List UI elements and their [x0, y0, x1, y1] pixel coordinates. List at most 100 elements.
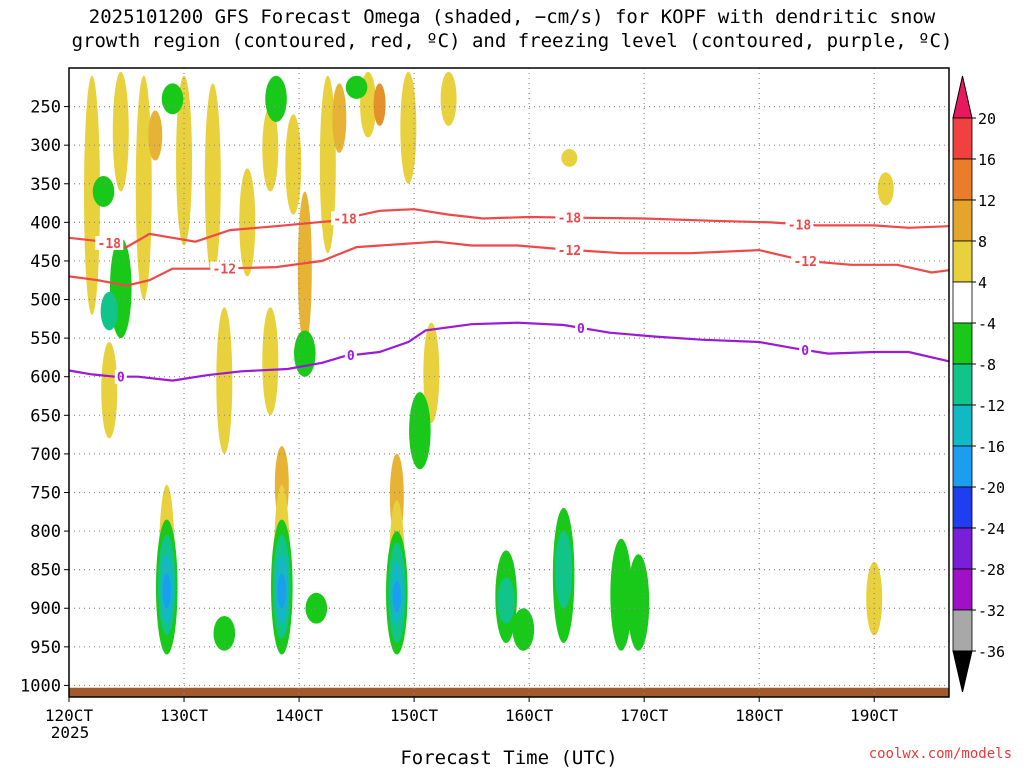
colorbar-bin-10 — [952, 527, 973, 570]
colorbar-label-6: -8 — [978, 356, 996, 374]
contour-label-bg-0-3 — [785, 217, 814, 232]
colorbar-label-10: -24 — [978, 520, 1005, 538]
omega-shade-5 — [204, 83, 221, 277]
colorbar-bin-3 — [952, 240, 973, 283]
contour-label-0-3: -18 — [788, 218, 812, 233]
contour-label-bg-2-0 — [114, 369, 127, 384]
y-tick-label-250: 250 — [30, 98, 61, 118]
colorbar-bin-0 — [952, 117, 973, 160]
contour-label-bg-1-2 — [791, 253, 820, 268]
colorbar-bin-9 — [952, 486, 973, 529]
contour-label-0-1: -18 — [333, 212, 357, 227]
x-tick-label-0: 120CT — [45, 706, 94, 725]
y-tick-label-650: 650 — [30, 406, 61, 426]
x-axis-label: Forecast Time (UTC) — [400, 747, 617, 768]
omega-shade-31 — [409, 392, 431, 470]
omega-shade-29 — [100, 291, 118, 331]
y-tick-label-950: 950 — [30, 638, 61, 658]
omega-shade-53 — [161, 83, 184, 115]
omega-shade-13 — [373, 83, 386, 126]
y-tick-label-500: 500 — [30, 291, 61, 311]
x-tick-label-6: 180CT — [735, 706, 784, 725]
colorbar-bin-11 — [952, 568, 973, 611]
omega-shade-6 — [239, 168, 256, 277]
colorbar-label-2: 12 — [978, 192, 996, 210]
omega-shade-52 — [213, 615, 236, 651]
y-tick-label-900: 900 — [30, 599, 61, 619]
contour-layer: -18 -18 -18 -18 -12 -12 -12 0 0 0 0 — [68, 208, 950, 386]
omega-shade-7 — [262, 106, 279, 192]
plot-frame-layer — [68, 67, 950, 698]
y-axis-ticks: 250 300 350 400 450 500 550 600 650 700 750 800 850 9… — [20, 98, 69, 696]
grid-layer — [69, 68, 949, 697]
contour-label-bg-0-2 — [555, 210, 584, 225]
omega-shade-47 — [555, 531, 573, 609]
y-tick-label-400: 400 — [30, 213, 61, 233]
y-tick-label-800: 800 — [30, 522, 61, 542]
contour-label-bg-2-3 — [799, 342, 812, 357]
contour-label-2-1: 0 — [347, 349, 355, 364]
omega-shade-9 — [297, 191, 312, 346]
credit-text: coolwx.com/models — [868, 746, 1012, 762]
omega-shade-49 — [627, 554, 650, 651]
omega-shade-19 — [216, 307, 233, 454]
colorbar-bin-12 — [952, 609, 973, 652]
colorbar-label-4: 4 — [978, 274, 987, 292]
y-tick-label-750: 750 — [30, 483, 61, 503]
omega-shade-4 — [176, 75, 193, 246]
x-tick-label-5: 170CT — [620, 706, 669, 725]
omega-shade-0 — [84, 75, 101, 315]
colorbar-label-12: -32 — [978, 602, 1005, 620]
omega-shade-51 — [305, 592, 328, 624]
colorbar-label-13: -36 — [978, 643, 1005, 661]
x-tick-label-2: 140CT — [275, 706, 324, 725]
omega-shade-56 — [92, 176, 115, 207]
y-tick-label-700: 700 — [30, 445, 61, 465]
colorbar-bin-5 — [952, 322, 973, 365]
omega-shade-17 — [877, 172, 894, 206]
contour-line-1 — [68, 240, 950, 287]
plot-frame — [68, 67, 950, 698]
y-tick-label-350: 350 — [30, 175, 61, 195]
colorbar-label-9: -20 — [978, 479, 1005, 497]
y-tick-label-450: 450 — [30, 252, 61, 272]
y-tick-label-1000: 1000 — [20, 676, 61, 696]
x-axis-year-label: 2025 — [51, 723, 90, 742]
colorbar-label-0: 20 — [978, 110, 996, 128]
colorbar-label-8: -16 — [978, 438, 1005, 456]
colorbar-label-7: -12 — [978, 397, 1005, 415]
colorbar-label-11: -28 — [978, 561, 1005, 579]
omega-shade-16 — [561, 149, 578, 167]
omega-shade-2 — [135, 75, 152, 300]
contour-label-2-3: 0 — [801, 344, 809, 359]
omega-shade-43 — [392, 581, 402, 613]
colorbar-bin-7 — [952, 404, 973, 447]
y-tick-label-300: 300 — [30, 136, 61, 156]
chart-title-line-2: growth region (contoured, red, ºC) and f… — [71, 30, 953, 52]
contour-label-bg-2-1 — [344, 348, 357, 363]
colorbar-label-3: 8 — [978, 233, 987, 251]
contour-label-bg-0-0 — [95, 236, 124, 251]
omega-shade-35 — [162, 573, 171, 609]
omega-shade-11 — [332, 83, 347, 153]
contour-label-0-2: -18 — [558, 212, 582, 227]
contour-label-2-0: 0 — [117, 371, 125, 386]
chart-title-line-1: 2025101200 GFS Forecast Omega (shaded, −… — [88, 6, 936, 28]
omega-shade-30 — [294, 330, 316, 377]
omega-shade-3 — [148, 110, 163, 161]
contour-label-bg-0-1 — [331, 211, 360, 226]
contour-label-bg-2-2 — [574, 320, 587, 335]
colorbar-bin-2 — [952, 199, 973, 242]
contour-line-2 — [68, 321, 950, 382]
y-tick-label-850: 850 — [30, 561, 61, 581]
contour-label-bg-1-1 — [555, 242, 584, 257]
contour-label-1-0: -12 — [213, 263, 236, 278]
colorbar-label-5: -4 — [978, 315, 996, 333]
omega-shade-14 — [400, 71, 417, 184]
x-tick-label-7: 190CT — [850, 706, 899, 725]
colorbar-bin-8 — [952, 445, 973, 488]
omega-shade-21 — [423, 322, 440, 424]
omega-shade-1 — [112, 71, 129, 192]
omega-shade-48 — [610, 538, 632, 651]
omega-shade-15 — [440, 71, 457, 126]
